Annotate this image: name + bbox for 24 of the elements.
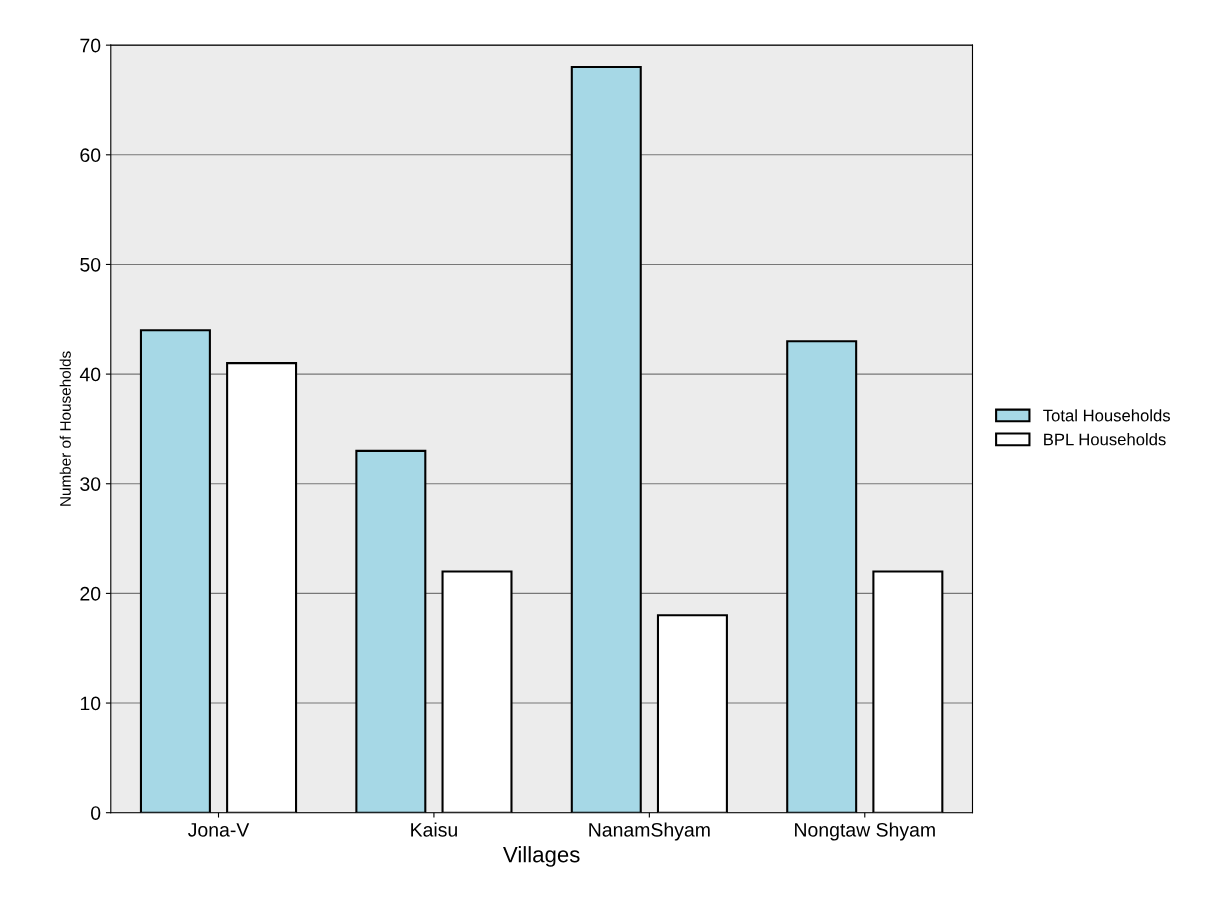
bar	[441, 570, 513, 813]
y-tick-label: 0	[91, 806, 101, 820]
y-tick-label: 20	[80, 586, 101, 601]
x-tick-label: NanamShyam	[589, 822, 710, 841]
y-tick-label: 40	[79, 367, 101, 382]
x-axis-title: Villages	[503, 846, 580, 867]
x-tick-label: Nongtaw Shyam	[795, 822, 935, 841]
bar	[656, 614, 728, 813]
y-axis-title: Number of Households	[59, 351, 71, 506]
y-tick-label: 50	[80, 257, 101, 272]
y-tick-label: 30	[80, 477, 101, 491]
legend-label: BPL Households	[1044, 433, 1166, 446]
bar	[355, 449, 427, 813]
bar	[786, 340, 858, 813]
legend-label: Total Households	[1043, 409, 1171, 422]
y-tick-label: 10	[80, 696, 101, 711]
y-tick-label: 60	[80, 148, 101, 163]
bar	[226, 362, 298, 813]
y-tick-label: 70	[80, 38, 101, 53]
bar	[570, 66, 642, 813]
x-tick-label: Kaisu	[411, 822, 457, 837]
bar	[139, 329, 211, 813]
bar	[872, 570, 944, 813]
x-tick-label: Jona-V	[188, 823, 250, 837]
